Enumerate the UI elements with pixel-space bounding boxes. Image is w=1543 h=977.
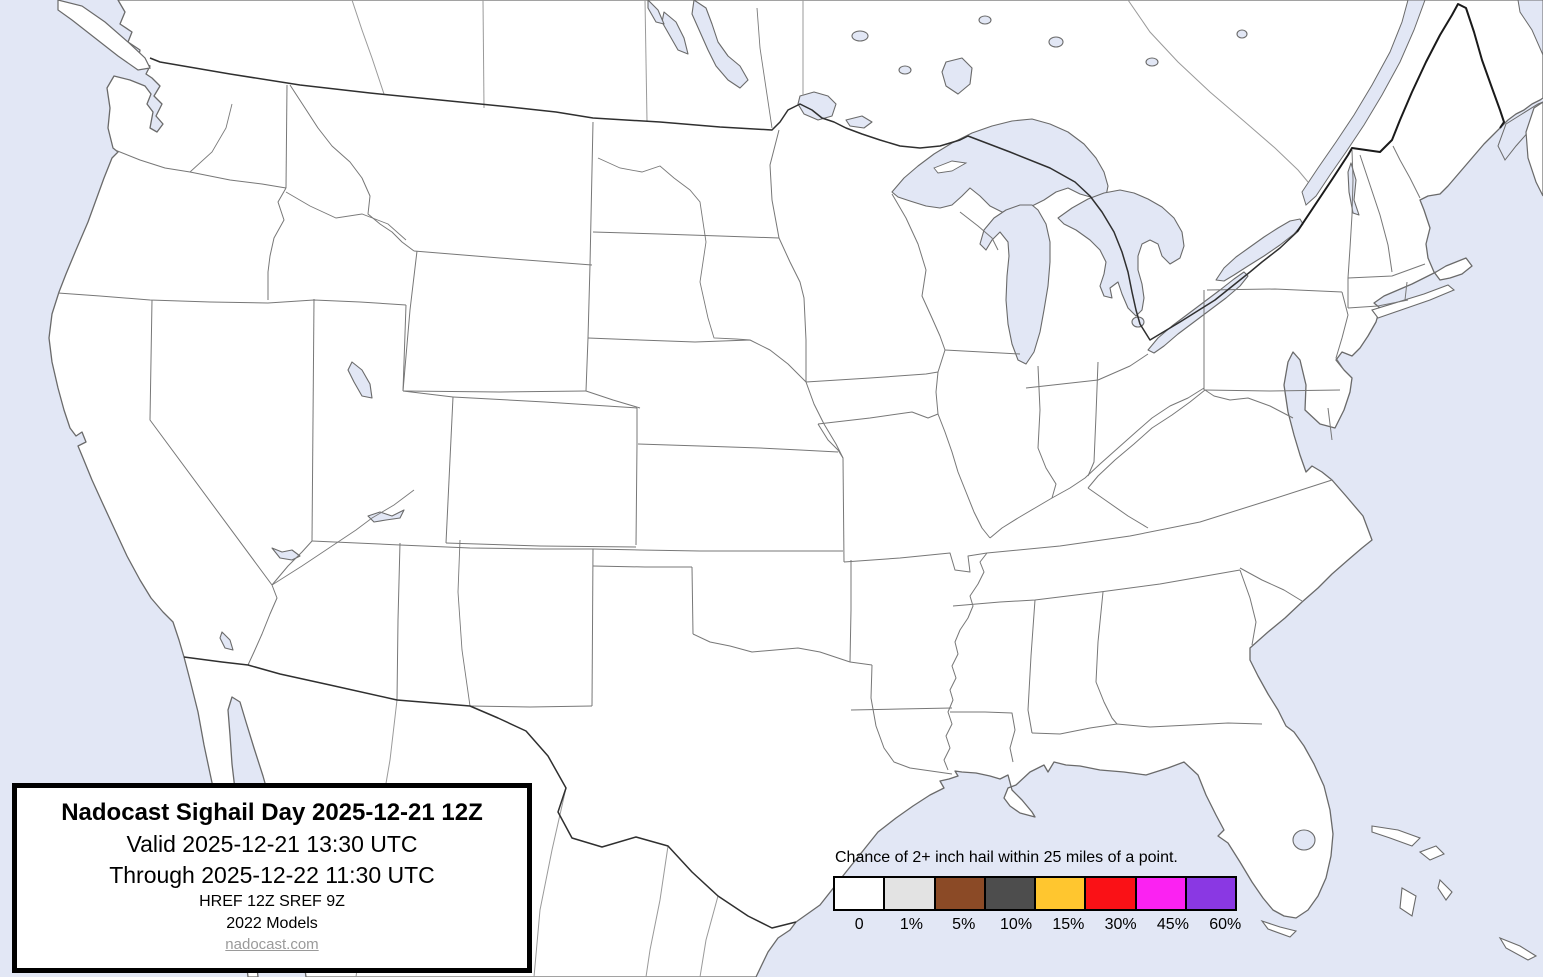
nadocast-link[interactable]: nadocast.com xyxy=(225,936,319,953)
lake-okeechobee xyxy=(1292,829,1316,851)
model-year: 2022 Models xyxy=(226,915,318,932)
snake-river xyxy=(285,191,407,241)
salton-sea xyxy=(219,631,234,651)
rio-grande-upper xyxy=(457,539,471,707)
legend-label: 5% xyxy=(952,916,976,933)
islands xyxy=(1260,284,1538,961)
colorado-river xyxy=(271,489,415,586)
florida-keys xyxy=(1260,919,1298,938)
andros-island xyxy=(1399,887,1417,917)
hail-probability-legend: Chance of 2+ inch hail within 25 miles o… xyxy=(833,849,1263,934)
legend-label: 15% xyxy=(1052,916,1085,933)
missouri-river xyxy=(597,157,751,341)
lake-champlain xyxy=(1347,162,1360,216)
legend-swatch xyxy=(1084,876,1135,911)
legend-swatch xyxy=(1034,876,1085,911)
lake-ontario xyxy=(1215,218,1304,282)
lake-erie xyxy=(1147,271,1249,354)
lake-winnipegosis xyxy=(647,0,665,25)
legend-swatch xyxy=(983,876,1035,911)
columbia-river xyxy=(189,103,233,173)
great-salt-lake xyxy=(347,361,373,399)
gulf-of-st-lawrence xyxy=(1517,0,1543,56)
legend-swatch xyxy=(833,876,884,911)
lake-of-the-woods xyxy=(797,91,837,121)
valid-time: Valid 2025-12-21 13:30 UTC xyxy=(126,831,418,857)
grand-bahama-island xyxy=(1371,825,1421,847)
legend-swatch xyxy=(883,876,934,911)
legend-label: 60% xyxy=(1209,916,1242,933)
st-lawrence-border xyxy=(1296,3,1505,233)
vancouver-island xyxy=(57,0,151,71)
rivers xyxy=(189,7,773,707)
title-box: Nadocast Sighail Day 2025-12-21 12Z Vali… xyxy=(12,783,532,973)
legend-label-row: 0 1% 5% 10% 15% 30% 45% 60% xyxy=(833,916,1263,934)
legend-label: 10% xyxy=(1000,916,1033,933)
lake-mead xyxy=(271,547,301,561)
us-mexico-border xyxy=(183,656,797,929)
legend-swatch xyxy=(1134,876,1186,911)
legend-swatch xyxy=(933,876,984,911)
state-borders xyxy=(57,84,1426,775)
rainy-lake xyxy=(845,115,873,129)
lake-huron xyxy=(1057,189,1185,317)
legend-label: 0 xyxy=(854,916,864,933)
lake-winnipeg xyxy=(691,0,749,89)
red-river-north xyxy=(756,7,773,129)
legend-label: 1% xyxy=(899,916,923,933)
eleuthera-island xyxy=(1437,878,1453,901)
legend-label: 45% xyxy=(1156,916,1189,933)
island-chain-se xyxy=(1498,936,1538,961)
forecast-title: Nadocast Sighail Day 2025-12-21 12Z xyxy=(61,799,483,826)
us-canada-border xyxy=(149,57,1298,341)
nova-scotia xyxy=(1525,101,1543,197)
legend-swatch-row xyxy=(833,876,1263,911)
great-lakes xyxy=(219,0,1360,851)
province-borders xyxy=(351,0,1309,183)
st-lawrence-river xyxy=(1301,0,1426,206)
national-borders xyxy=(149,3,1505,929)
legend-caption: Chance of 2+ inch hail within 25 miles o… xyxy=(835,849,1178,866)
abaco-island xyxy=(1418,845,1445,861)
lake-superior xyxy=(891,118,1109,213)
lake-nipigon xyxy=(941,57,973,95)
through-time: Through 2025-12-22 11:30 UTC xyxy=(109,862,435,888)
lake-michigan xyxy=(979,204,1051,365)
site-link-row: nadocast.com xyxy=(17,934,527,956)
long-island xyxy=(1371,284,1456,319)
lake-powell xyxy=(367,509,405,523)
model-sources: HREF 12Z SREF 9Z xyxy=(199,893,345,910)
legend-swatch xyxy=(1185,876,1238,911)
legend-label: 30% xyxy=(1104,916,1137,933)
isle-royale xyxy=(933,160,968,174)
